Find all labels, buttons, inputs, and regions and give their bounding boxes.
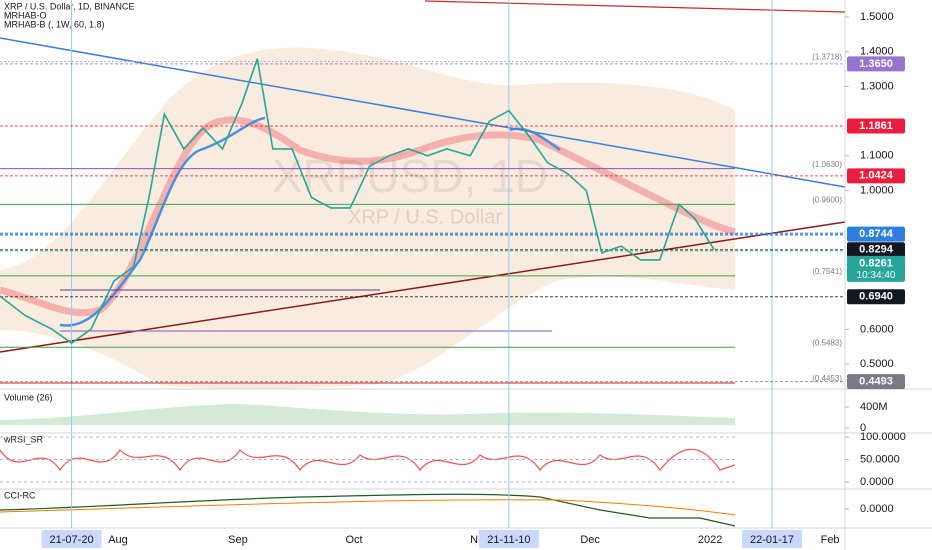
watermark-subtitle: XRP / U.S. Dollar: [348, 206, 502, 228]
y-tick-label: 1.4000: [860, 46, 894, 58]
price-badge: [847, 255, 905, 282]
price-badge: [847, 242, 905, 258]
x-tick-label: Oct: [346, 534, 363, 546]
price-badge-label: 0.4493: [859, 376, 893, 388]
cci-line: [0, 493, 736, 527]
x-tick-label: Sep: [228, 534, 248, 546]
pane-tick-label: 50.0000: [860, 453, 900, 465]
trendline: [424, 0, 846, 13]
price-line-series: [0, 58, 715, 345]
price-badge-label: 0.8744: [859, 228, 894, 240]
pane-tick-label: 0.0000: [860, 503, 894, 515]
x-tick-label: Feb: [821, 534, 840, 546]
x-tick-label: 22-01-17: [750, 534, 794, 546]
x-tick-label: Aug: [108, 534, 128, 546]
pane-title: wRSI_SR: [3, 434, 44, 444]
price-badge-label: 0.6940: [859, 291, 893, 303]
level-label: (1.0630): [812, 160, 842, 169]
pane-tick-label: 400M: [860, 401, 888, 413]
cci-baseline: [0, 499, 736, 516]
price-badge-label: 1.3650: [859, 58, 893, 70]
price-badge-label: 0.8294: [859, 244, 894, 256]
y-tick-label: 0.6000: [860, 323, 894, 335]
price-badge-label: 1.0424: [859, 170, 894, 182]
level-label: (0.5483): [812, 338, 842, 347]
x-tick-label: Dec: [580, 534, 600, 546]
countdown: 10:34:40: [857, 270, 896, 281]
pane-title: Volume (26): [4, 392, 53, 402]
price-badge-label: 0.8261: [859, 257, 893, 269]
indicator-name: MRHAB-O: [4, 10, 47, 20]
pane-tick-label: 0: [860, 422, 866, 434]
x-tick-highlight: [478, 530, 539, 548]
level-label: (0.9600): [812, 196, 842, 205]
pane-tick-label: 0.0000: [860, 476, 894, 488]
x-tick-label: 21-07-20: [50, 534, 94, 546]
level-label: (1.3718): [812, 53, 842, 62]
trendline: [0, 221, 846, 353]
bollinger-band: [0, 47, 735, 389]
x-tick-highlight: [41, 530, 102, 548]
x-tick-label: 2022: [698, 534, 722, 546]
level-label: (0.4453): [812, 374, 842, 383]
price-badge: [847, 226, 905, 242]
price-badge: [847, 56, 905, 72]
pane-tick-label: 100.0000: [860, 431, 906, 443]
price-badge: [847, 374, 905, 390]
volume-area: [0, 404, 735, 425]
price-badge: [847, 168, 905, 184]
indicator-name: MRHAB-B (, 1W, 60, 1.8): [4, 19, 105, 29]
y-tick-label: 1.1000: [860, 150, 894, 162]
level-label: (0.7541): [812, 267, 842, 276]
x-tick-highlight: [742, 530, 803, 548]
y-tick-label: 1.0000: [860, 184, 894, 196]
x-tick-label: 21-11-10: [487, 534, 530, 546]
price-badge: [847, 289, 905, 305]
rsi-line: [0, 448, 736, 472]
price-badge: [847, 118, 905, 134]
pane-title: CCI-RC: [4, 490, 36, 500]
trendline: [0, 37, 846, 188]
y-tick-label: 0.5000: [860, 358, 894, 370]
y-tick-label: 1.5000: [860, 11, 894, 23]
chart-title: XRP / U.S. Dollar, 1D, BINANCE: [4, 1, 134, 11]
price-badge-label: 1.1861: [859, 120, 893, 132]
x-tick-label: N: [470, 534, 478, 546]
y-tick-label: 1.3000: [860, 80, 894, 92]
